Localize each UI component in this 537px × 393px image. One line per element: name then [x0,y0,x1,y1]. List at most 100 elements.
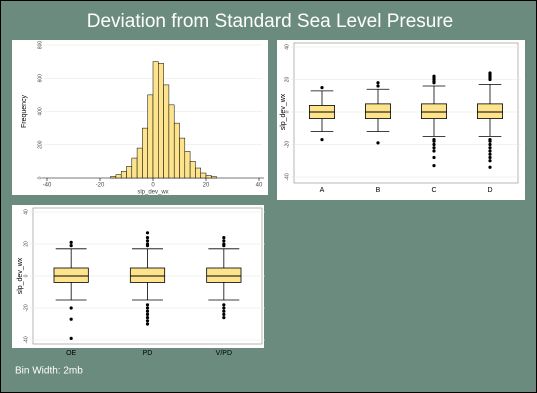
bar [189,161,196,179]
outlier [222,236,226,240]
box [420,103,447,119]
y-tick-label: 200 [37,140,43,149]
x-tick-label: 0 [151,183,155,189]
y-tick-label: 20 [284,77,290,83]
outlier [222,303,226,307]
box [364,103,391,119]
bar [147,94,154,179]
bar [195,167,201,179]
bar [152,61,159,179]
outlier [488,77,492,82]
outlier [145,322,150,326]
box [129,267,166,283]
outlier [145,239,150,243]
outlier [69,240,73,244]
outlier [145,303,150,307]
y-axis-label: slp_dev_wx [17,257,24,294]
outlier [69,306,73,310]
outlier [488,155,492,160]
outlier [376,141,380,145]
outlier [488,139,492,143]
y-tick-label: -20 [284,141,290,148]
outlier [376,81,380,85]
bar [126,166,133,179]
bar [158,63,164,179]
outlier [145,244,150,248]
bar [110,176,117,179]
x-tick-label: B [376,187,381,194]
x-tick-label: 20 [203,183,210,189]
outlier [222,312,226,316]
outlier [432,146,436,150]
y-tick-label: -40 [23,336,29,343]
bar [211,176,217,179]
outlier [145,306,150,310]
x-tick-label: V/PD [216,350,232,357]
outlier [320,138,324,142]
y-tick-label: 0 [284,110,290,113]
box [53,267,89,283]
y-tick-label: 40 [23,209,29,215]
outlier [145,236,150,240]
bar [205,175,212,179]
outlier [69,336,73,340]
outlier [432,149,436,153]
bar [179,137,186,179]
x-tick-label: -20 [96,183,105,189]
outlier [145,316,150,320]
y-tick-label: 20 [23,241,29,247]
y-tick-label: 600 [37,74,43,83]
box [476,103,503,119]
outlier [145,312,150,316]
outlier [69,317,73,321]
outlier [222,309,226,313]
chart-title: Deviation from Standard Sea Level Presur… [87,11,453,32]
bar [115,174,122,179]
panel [277,40,525,200]
bar [136,147,143,179]
outlier [222,239,226,243]
outlier [488,142,492,147]
y-axis-label: slp_dev_wx [280,93,287,130]
outlier [432,142,436,147]
outlier [488,152,492,156]
outlier [222,316,226,320]
bar [184,151,191,179]
outlier [222,244,226,248]
y-tick-label: 0 [37,176,43,179]
outlier [69,244,73,248]
y-tick-label: -20 [23,304,29,311]
outlier [432,155,436,160]
outlier [488,165,492,169]
outlier [222,306,226,310]
x-axis-label: slp_dev_wx [137,190,168,196]
outlier [488,149,492,153]
bar [200,172,207,179]
y-tick-label: 400 [37,107,43,116]
bar [173,122,180,179]
x-tick-label: PD [143,350,153,357]
bar [120,171,127,179]
x-tick-label: -40 [43,183,52,189]
box [206,267,242,283]
x-tick-label: C [431,187,436,194]
bar [163,84,170,179]
bar [131,157,138,179]
outlier [432,81,436,85]
outlier [145,309,150,313]
plot-frame [293,42,519,184]
bar [142,127,148,179]
y-tick-label: 0 [23,274,29,277]
outlier [145,231,150,235]
y-tick-label: -40 [284,173,290,180]
outlier [145,319,150,323]
y-tick-label: 40 [284,44,290,50]
outlier [432,139,436,143]
x-tick-label: D [487,187,492,194]
outlier [488,159,492,163]
bar [168,104,175,179]
note: Bin Width: 2mb [15,366,83,377]
x-tick-label: A [320,187,325,194]
